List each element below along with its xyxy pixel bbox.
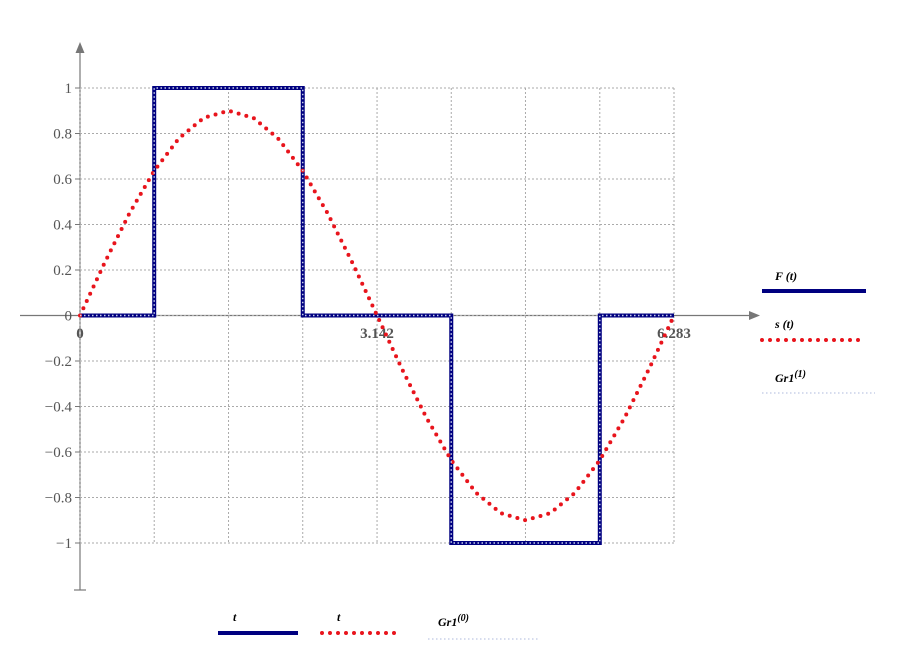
y-tick-label: −0.6 [45,445,73,461]
y-tick-label: 0 [65,309,73,325]
x-tick-label: 3.142 [360,326,394,342]
y-tick-label: −0.8 [45,491,72,507]
legend-label: t [337,610,341,624]
y-tick-label: −0.4 [45,400,73,416]
legend-superscript: (0) [457,613,469,624]
legend-name: F (t) [774,269,797,283]
legend-name: Gr1 [775,371,794,385]
legend-name: t [233,610,237,624]
x-tick-label: 6.283 [657,326,691,342]
trace [80,87,674,544]
legend-label: Gr1(0) [438,613,469,629]
legend-label: s (t) [774,317,794,331]
legend-name: Gr1 [438,615,457,629]
legend-label: Gr1(1) [775,369,806,385]
y-tick-label: 0.8 [53,127,72,143]
x-tick-label: 0 [76,326,84,342]
legend-label: t [233,610,237,624]
legend-name: t [337,610,341,624]
y-axis-arrow [75,42,85,53]
x-axis-arrow [749,311,760,320]
y-tick-label: 0.2 [53,263,72,279]
legend-superscript: (1) [794,369,806,380]
y-tick-label: 0.6 [53,172,72,188]
y-tick-label: 0.4 [53,218,72,234]
legend-label: F (t) [774,269,797,283]
y-tick-label: −1 [56,536,72,552]
y-tick-label: −0.2 [45,354,72,370]
legend-name: s (t) [774,317,794,331]
y-tick-label: 1 [65,81,73,97]
